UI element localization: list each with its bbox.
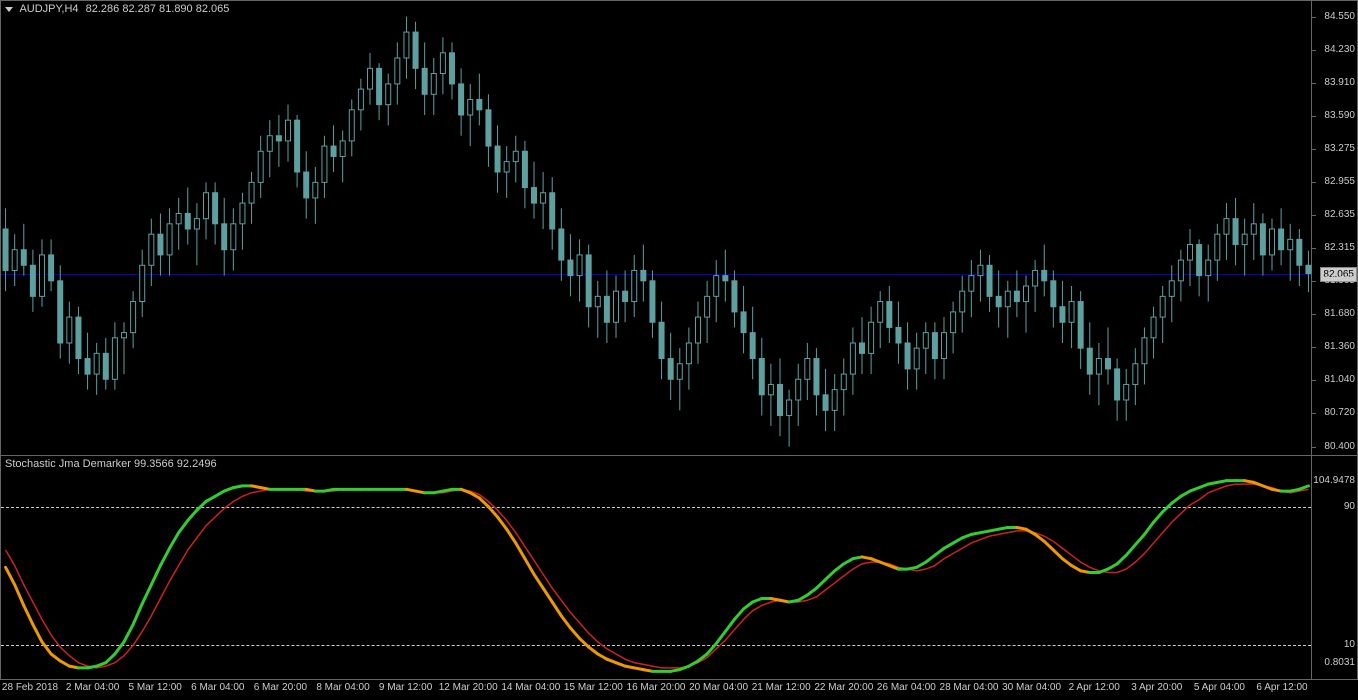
time-xtick: 6 Apr 12:00	[1256, 682, 1307, 693]
time-xtick: 8 Mar 04:00	[316, 682, 369, 693]
price-ytick: 81.995	[1324, 275, 1355, 286]
time-xtick: 6 Mar 04:00	[191, 682, 244, 693]
price-ytick: 81.040	[1324, 374, 1355, 385]
time-xtick: 28 Feb 2018	[2, 682, 58, 693]
time-xtick: 3 Apr 20:00	[1131, 682, 1182, 693]
price-ytick: 80.720	[1324, 407, 1355, 418]
osc-ytick: 0.8031	[1324, 657, 1355, 668]
price-ytick: 84.230	[1324, 44, 1355, 55]
price-ytick: 83.910	[1324, 77, 1355, 88]
price-ytick: 82.315	[1324, 242, 1355, 253]
oscillator-y-axis: 104.9478 90 10 0.8031	[1312, 456, 1358, 680]
time-xtick: 22 Mar 20:00	[814, 682, 873, 693]
oscillator-series	[1, 456, 1313, 680]
time-x-axis: 28 Feb 2018 2 Mar 04:00 5 Mar 12:00 6 Mar 0…	[0, 680, 1312, 700]
time-xtick: 5 Apr 04:00	[1194, 682, 1245, 693]
time-xtick: 5 Mar 12:00	[129, 682, 182, 693]
time-xtick: 6 Mar 20:00	[254, 682, 307, 693]
price-y-axis: 82.065 80.40080.72081.04081.36081.68081.…	[1312, 0, 1358, 456]
osc-ytick: 104.9478	[1313, 475, 1355, 486]
time-xtick: 16 Mar 20:00	[627, 682, 686, 693]
price-ytick: 80.400	[1324, 441, 1355, 452]
time-xtick: 20 Mar 04:00	[689, 682, 748, 693]
time-xtick: 30 Mar 04:00	[1002, 682, 1061, 693]
price-ytick: 81.360	[1324, 341, 1355, 352]
price-ytick: 82.635	[1324, 209, 1355, 220]
price-ytick: 83.275	[1324, 143, 1355, 154]
time-xtick: 9 Mar 12:00	[379, 682, 432, 693]
time-xtick: 14 Mar 04:00	[501, 682, 560, 693]
oscillator-panel[interactable]: Stochastic Jma Demarker 99.3566 92.2496	[0, 456, 1312, 680]
price-ytick: 81.680	[1324, 308, 1355, 319]
osc-ytick: 90	[1344, 501, 1355, 512]
chart-title: AUDJPY,H4 82.286 82.287 81.890 82.065	[5, 3, 229, 15]
osc-ytick: 10	[1344, 639, 1355, 650]
price-ytick: 82.955	[1324, 176, 1355, 187]
time-xtick: 26 Mar 04:00	[877, 682, 936, 693]
time-xtick: 15 Mar 12:00	[564, 682, 623, 693]
ohlc-readout: 82.286 82.287 81.890 82.065	[86, 3, 230, 15]
price-chart-panel[interactable]: AUDJPY,H4 82.286 82.287 81.890 82.065	[0, 0, 1312, 456]
dropdown-triangle-icon[interactable]	[5, 7, 13, 12]
price-ytick: 84.550	[1324, 11, 1355, 22]
price-ytick: 83.590	[1324, 110, 1355, 121]
candlestick-series	[1, 1, 1313, 457]
time-xtick: 21 Mar 12:00	[752, 682, 811, 693]
time-xtick: 2 Apr 12:00	[1069, 682, 1120, 693]
time-xtick: 28 Mar 04:00	[940, 682, 999, 693]
time-xtick: 2 Mar 04:00	[66, 682, 119, 693]
oscillator-title: Stochastic Jma Demarker 99.3566 92.2496	[5, 458, 217, 470]
time-xtick: 12 Mar 20:00	[439, 682, 498, 693]
trading-chart: AUDJPY,H4 82.286 82.287 81.890 82.065 82…	[0, 0, 1358, 700]
symbol-timeframe: AUDJPY,H4	[19, 3, 78, 15]
